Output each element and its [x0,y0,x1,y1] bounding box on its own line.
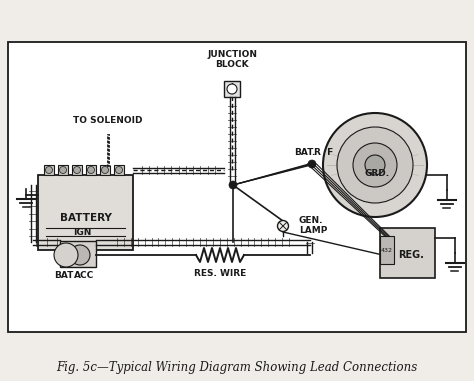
Circle shape [73,166,81,173]
Circle shape [101,166,109,173]
Text: BATTERY: BATTERY [60,213,111,223]
Circle shape [54,243,78,267]
Text: REG.: REG. [399,250,424,260]
Circle shape [116,166,122,173]
Text: R  F: R F [314,147,333,157]
Text: ACC: ACC [74,271,94,280]
Circle shape [46,166,53,173]
Bar [380,236,394,264]
Circle shape [353,143,397,187]
Bar [86,165,96,175]
Circle shape [337,127,413,203]
Text: IGN: IGN [73,228,91,237]
Text: Fig. 5c—Typical Wiring Diagram Showing Lead Connections: Fig. 5c—Typical Wiring Diagram Showing L… [56,362,418,375]
Text: JUNCTION
BLOCK: JUNCTION BLOCK [207,50,257,69]
Text: GRD.: GRD. [365,168,390,178]
Circle shape [365,155,385,175]
Text: BAT: BAT [55,271,73,280]
Bar [58,165,68,175]
Circle shape [88,166,94,173]
Text: TO SOLENOID: TO SOLENOID [73,116,143,125]
Text: BAT.: BAT. [294,147,315,157]
Circle shape [308,160,316,168]
Circle shape [277,221,289,232]
Circle shape [70,245,90,265]
Circle shape [323,113,427,217]
Circle shape [60,166,66,173]
Text: RES. WIRE: RES. WIRE [194,269,246,278]
Text: 432: 432 [381,248,393,253]
Bar [60,241,96,267]
Circle shape [227,84,237,94]
Bar [38,175,133,250]
Text: GEN.
LAMP: GEN. LAMP [299,216,328,235]
Bar [72,165,82,175]
Bar [114,165,124,175]
Bar [224,81,240,97]
Bar [44,165,54,175]
Bar [380,228,435,278]
Bar [8,42,466,332]
Bar [100,165,110,175]
Circle shape [229,181,237,189]
